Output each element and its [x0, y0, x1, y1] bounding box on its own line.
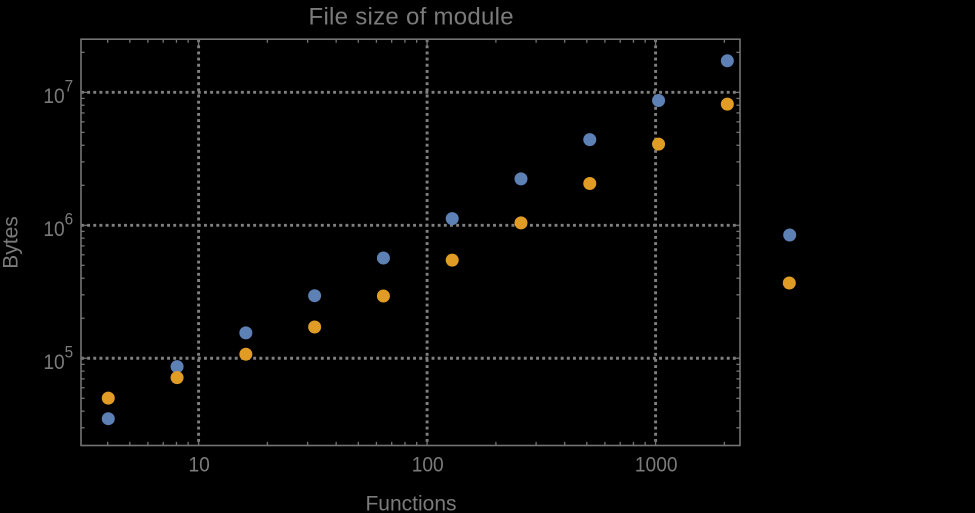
svg-text:File size of module: File size of module	[309, 4, 514, 31]
svg-text:100: 100	[412, 454, 444, 477]
svg-text:105: 105	[43, 343, 73, 375]
svg-text:106: 106	[43, 210, 73, 242]
svg-text:Bytes: Bytes	[0, 216, 23, 269]
svg-text:Functions: Functions	[365, 493, 456, 513]
svg-text:107: 107	[43, 77, 73, 109]
svg-text:10: 10	[189, 454, 210, 477]
svg-text:1000: 1000	[635, 454, 678, 477]
